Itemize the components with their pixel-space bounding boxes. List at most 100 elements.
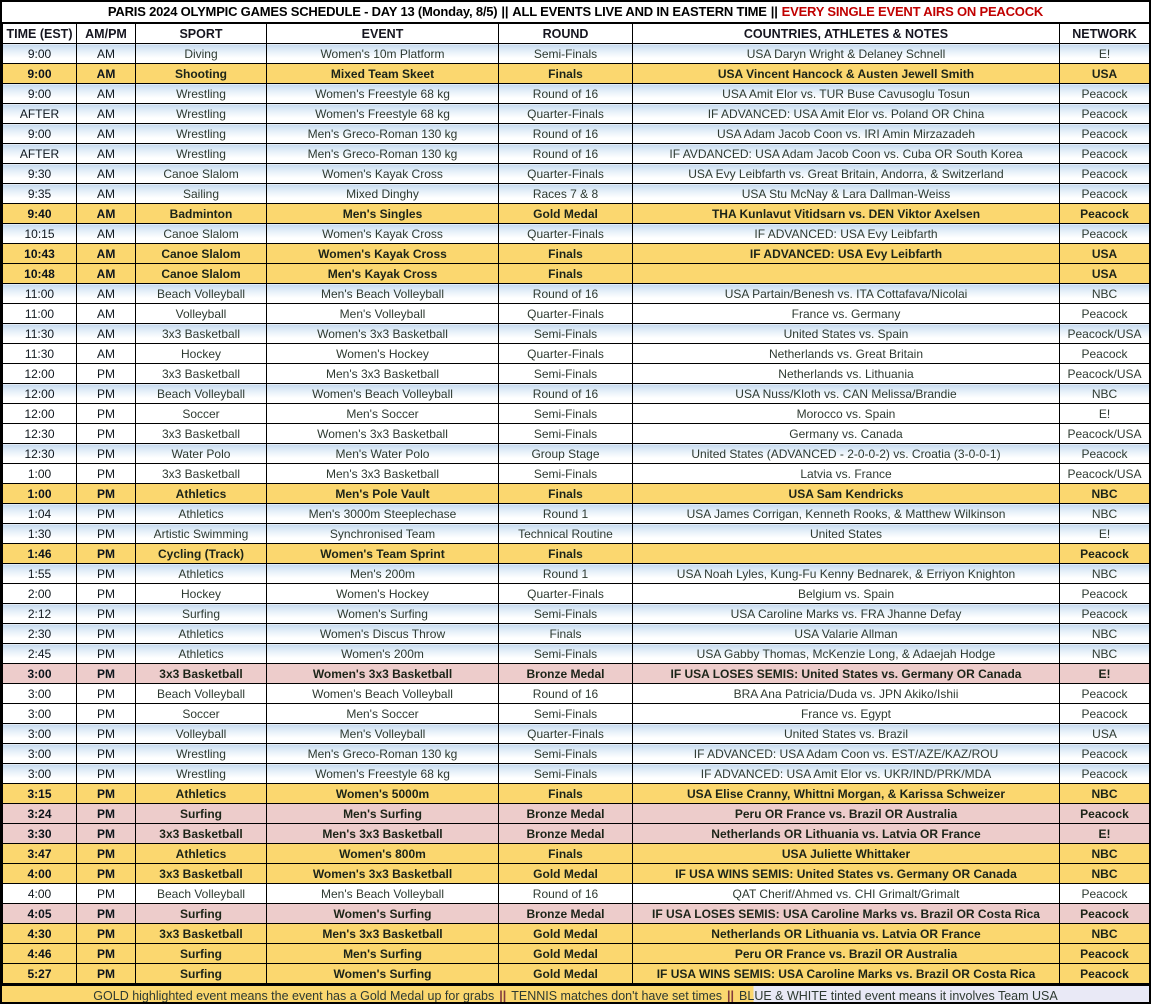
cell-network: Peacock [1059, 963, 1149, 984]
cell-ampm: AM [76, 303, 136, 324]
cell-time: 3:30 [2, 823, 77, 844]
cell-time: 2:12 [2, 603, 77, 624]
cell-notes: USA Valarie Allman [632, 623, 1060, 644]
cell-sport: Badminton [135, 203, 267, 224]
cell-network: E! [1059, 403, 1149, 424]
cell-network: Peacock/USA [1059, 363, 1149, 384]
cell-network: Peacock [1059, 583, 1149, 604]
table-row: 1:04 PM Athletics Men's 3000m Steeplechase R… [2, 503, 1149, 524]
cell-time: 12:30 [2, 423, 77, 444]
cell-time: 5:27 [2, 963, 77, 984]
cell-event: Women's Kayak Cross [266, 223, 499, 244]
cell-event: Women's Kayak Cross [266, 163, 499, 184]
cell-notes: USA Stu McNay & Lara Dallman-Weiss [632, 183, 1060, 204]
cell-ampm: PM [76, 783, 136, 804]
title-segment-main: PARIS 2024 OLYMPIC GAMES SCHEDULE - DAY … [107, 4, 498, 19]
cell-network: USA [1059, 243, 1149, 264]
table-row: 4:00 PM 3x3 Basketball Women's 3x3 Basketba… [2, 863, 1149, 884]
cell-time: 9:00 [2, 123, 77, 144]
cell-time: 12:00 [2, 363, 77, 384]
table-row: 4:05 PM Surfing Women's Surfing Bronze Medal… [2, 903, 1149, 924]
cell-event: Men's 200m [266, 563, 499, 584]
cell-event: Men's 3000m Steeplechase [266, 503, 499, 524]
cell-event: Women's 10m Platform [266, 43, 499, 64]
cell-network: NBC [1059, 383, 1149, 404]
cell-network: NBC [1059, 923, 1149, 944]
cell-sport: Surfing [135, 603, 267, 624]
cell-network: Peacock [1059, 763, 1149, 784]
cell-time: 10:48 [2, 263, 77, 284]
cell-notes: IF ADVANCED: USA Evy Leibfarth [632, 243, 1060, 264]
cell-event: Men's Water Polo [266, 443, 499, 464]
cell-round: Finals [498, 243, 633, 264]
cell-event: Women's Hockey [266, 343, 499, 364]
cell-sport: Surfing [135, 943, 267, 964]
cell-time: 11:00 [2, 283, 77, 304]
cell-sport: Athletics [135, 643, 267, 664]
schedule-body: 9:00 AM Diving Women's 10m Platform Semi-Fin… [2, 43, 1149, 984]
cell-round: Round of 16 [498, 283, 633, 304]
table-row: 9:00 AM Wrestling Women's Freestyle 68 kg Ro… [2, 83, 1149, 104]
cell-time: 12:00 [2, 383, 77, 404]
cell-notes: IF AVDANCED: USA Adam Jacob Coon vs. Cub… [632, 143, 1060, 164]
cell-notes: USA Partain/Benesh vs. ITA Cottafava/Nic… [632, 283, 1060, 304]
cell-network: E! [1059, 523, 1149, 544]
cell-sport: Surfing [135, 803, 267, 824]
cell-sport: Canoe Slalom [135, 163, 267, 184]
table-row: 11:00 AM Beach Volleyball Men's Beach Volle… [2, 283, 1149, 304]
cell-event: Women's 3x3 Basketball [266, 663, 499, 684]
cell-notes: Latvia vs. France [632, 463, 1060, 484]
cell-notes: IF USA LOSES SEMIS: USA Caroline Marks v… [632, 903, 1060, 924]
cell-round: Finals [498, 843, 633, 864]
cell-notes: United States [632, 523, 1060, 544]
cell-sport: Athletics [135, 503, 267, 524]
table-row: 9:40 AM Badminton Men's Singles Gold Medal TH… [2, 203, 1149, 224]
cell-sport: Wrestling [135, 743, 267, 764]
cell-ampm: PM [76, 423, 136, 444]
cell-network: Peacock [1059, 543, 1149, 564]
table-row: 12:00 PM Beach Volleyball Women's Beach Vol… [2, 383, 1149, 404]
cell-sport: 3x3 Basketball [135, 863, 267, 884]
cell-sport: Canoe Slalom [135, 263, 267, 284]
table-row: 3:00 PM Volleyball Men's Volleyball Quarter-… [2, 723, 1149, 744]
cell-ampm: PM [76, 943, 136, 964]
table-row: 9:30 AM Canoe Slalom Women's Kayak Cross Qua… [2, 163, 1149, 184]
cell-round: Gold Medal [498, 863, 633, 884]
cell-network: NBC [1059, 623, 1149, 644]
cell-network: NBC [1059, 503, 1149, 524]
cell-round: Finals [498, 263, 633, 284]
cell-time: 4:00 [2, 863, 77, 884]
cell-event: Women's Surfing [266, 903, 499, 924]
cell-ampm: PM [76, 763, 136, 784]
cell-notes: Netherlands vs. Lithuania [632, 363, 1060, 384]
cell-sport: Shooting [135, 63, 267, 84]
cell-event: Mixed Team Skeet [266, 63, 499, 84]
cell-notes: USA Gabby Thomas, McKenzie Long, & Adaej… [632, 643, 1060, 664]
cell-notes: USA Sam Kendricks [632, 483, 1060, 504]
legend-separator: || [499, 989, 507, 1003]
cell-round: Finals [498, 623, 633, 644]
cell-notes: Peru OR France vs. Brazil OR Australia [632, 943, 1060, 964]
cell-round: Technical Routine [498, 523, 633, 544]
cell-notes: USA Caroline Marks vs. FRA Jhanne Defay [632, 603, 1060, 624]
table-row: 3:00 PM Beach Volleyball Women's Beach Voll… [2, 683, 1149, 704]
cell-event: Women's Hockey [266, 583, 499, 604]
cell-ampm: PM [76, 583, 136, 604]
table-row: 12:30 PM 3x3 Basketball Women's 3x3 Basketb… [2, 423, 1149, 444]
table-row: 11:30 AM 3x3 Basketball Women's 3x3 Basketb… [2, 323, 1149, 344]
cell-sport: Athletics [135, 783, 267, 804]
table-row: 10:43 AM Canoe Slalom Women's Kayak Cross Fi… [2, 243, 1149, 264]
cell-ampm: PM [76, 803, 136, 824]
table-row: 10:15 AM Canoe Slalom Women's Kayak Cross Qu… [2, 223, 1149, 244]
title-segment-live: ALL EVENTS LIVE AND IN EASTERN TIME [512, 4, 767, 19]
cell-ampm: PM [76, 823, 136, 844]
cell-sport: Beach Volleyball [135, 383, 267, 404]
cell-sport: 3x3 Basketball [135, 923, 267, 944]
cell-sport: Athletics [135, 563, 267, 584]
cell-event: Mixed Dinghy [266, 183, 499, 204]
cell-sport: Hockey [135, 583, 267, 604]
cell-network: Peacock [1059, 183, 1149, 204]
column-header-notes: COUNTRIES, ATHLETES & NOTES [632, 23, 1060, 44]
cell-network: USA [1059, 263, 1149, 284]
cell-event: Men's Greco-Roman 130 kg [266, 743, 499, 764]
